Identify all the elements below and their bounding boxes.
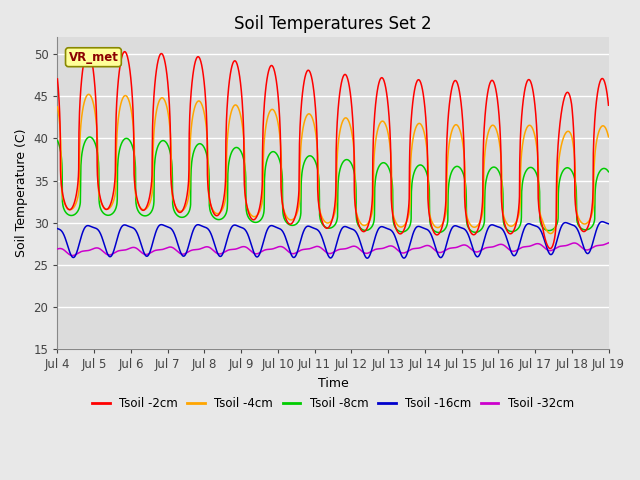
Tsoil -8cm (589, 223, 596, 228)
Tsoil -4cm (605, 134, 612, 140)
Tsoil -8cm (86, 134, 93, 140)
Tsoil -32cm (488, 244, 495, 250)
Tsoil -16cm (82, 224, 90, 229)
Tsoil -4cm (307, 113, 315, 119)
Tsoil -16cm (307, 224, 315, 230)
Line: Tsoil -32cm: Tsoil -32cm (58, 243, 609, 255)
Legend: Tsoil -2cm, Tsoil -4cm, Tsoil -8cm, Tsoil -16cm, Tsoil -32cm: Tsoil -2cm, Tsoil -4cm, Tsoil -8cm, Tsoi… (87, 393, 579, 415)
Tsoil -4cm (547, 231, 554, 237)
Tsoil -4cm (82, 95, 90, 101)
Y-axis label: Soil Temperature (C): Soil Temperature (C) (15, 129, 28, 257)
Tsoil -8cm (307, 153, 315, 159)
X-axis label: Time: Time (317, 377, 348, 390)
Tsoil -32cm (589, 244, 596, 250)
Tsoil -2cm (605, 102, 612, 108)
Tsoil -2cm (54, 76, 61, 82)
Tsoil -2cm (547, 246, 554, 252)
Tsoil -8cm (605, 169, 612, 175)
Tsoil -2cm (589, 184, 597, 190)
Tsoil -4cm (84, 92, 92, 97)
Tsoil -2cm (84, 48, 92, 54)
Tsoil -32cm (68, 252, 76, 258)
Tsoil -8cm (435, 229, 442, 235)
Line: Tsoil -8cm: Tsoil -8cm (58, 137, 609, 232)
Tsoil -32cm (82, 248, 90, 254)
Tsoil -8cm (82, 138, 90, 144)
Tsoil -32cm (605, 240, 612, 246)
Tsoil -16cm (364, 255, 371, 261)
Tsoil -4cm (589, 206, 597, 212)
Tsoil -8cm (322, 225, 330, 230)
Tsoil -16cm (321, 245, 329, 251)
Tsoil -4cm (322, 219, 330, 225)
Tsoil -2cm (589, 195, 596, 201)
Tsoil -2cm (322, 225, 330, 231)
Line: Tsoil -4cm: Tsoil -4cm (58, 95, 609, 234)
Tsoil -8cm (488, 165, 496, 170)
Tsoil -4cm (589, 207, 596, 213)
Tsoil -2cm (488, 78, 495, 84)
Tsoil -16cm (54, 226, 61, 231)
Tsoil -32cm (54, 246, 61, 252)
Tsoil -16cm (589, 241, 596, 247)
Tsoil -16cm (589, 240, 596, 246)
Text: VR_met: VR_met (68, 51, 118, 64)
Tsoil -8cm (54, 138, 61, 144)
Tsoil -16cm (598, 219, 606, 225)
Tsoil -32cm (322, 249, 330, 255)
Title: Soil Temperatures Set 2: Soil Temperatures Set 2 (234, 15, 432, 33)
Line: Tsoil -16cm: Tsoil -16cm (58, 222, 609, 258)
Tsoil -4cm (488, 123, 495, 129)
Tsoil -16cm (488, 222, 495, 228)
Tsoil -4cm (54, 104, 61, 110)
Line: Tsoil -2cm: Tsoil -2cm (58, 51, 609, 249)
Tsoil -8cm (589, 222, 597, 228)
Tsoil -2cm (82, 52, 90, 58)
Tsoil -32cm (589, 245, 596, 251)
Tsoil -32cm (307, 245, 315, 251)
Tsoil -16cm (605, 221, 612, 227)
Tsoil -2cm (307, 72, 315, 78)
